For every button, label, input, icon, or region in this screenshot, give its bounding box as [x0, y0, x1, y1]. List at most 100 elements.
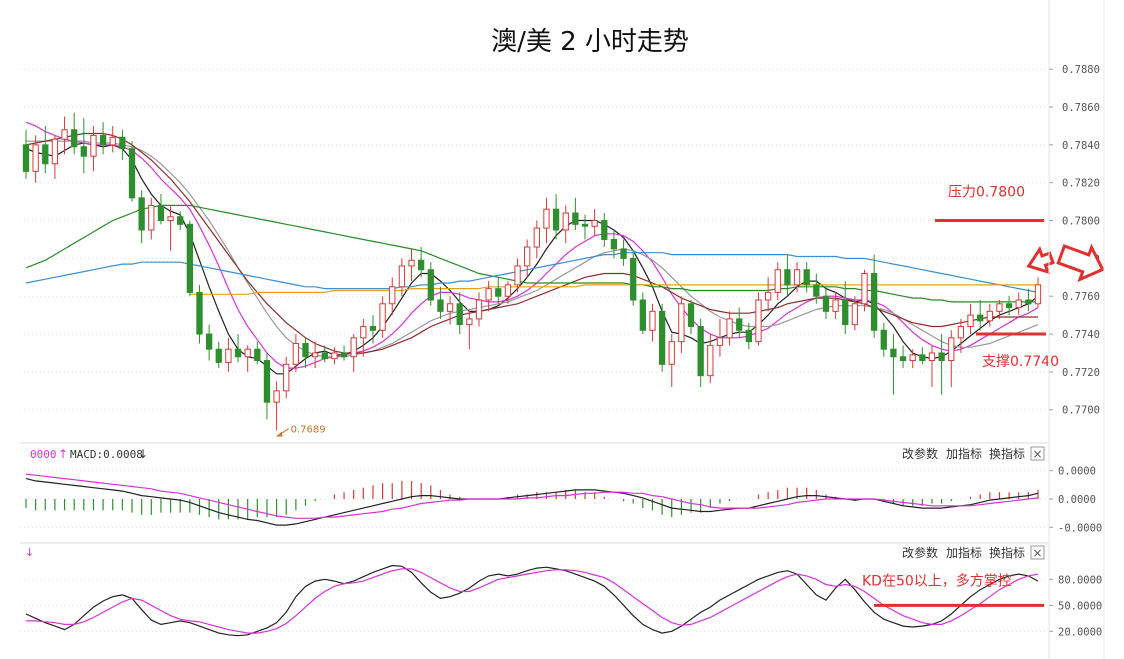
candle	[630, 250, 637, 306]
candle	[996, 300, 1003, 319]
candle	[745, 322, 753, 350]
candle-body	[379, 303, 386, 331]
candle-body	[90, 134, 97, 157]
candle-body	[205, 333, 213, 350]
candle-body	[871, 273, 878, 331]
candle	[658, 303, 666, 372]
candle	[977, 300, 984, 331]
macd-dea-line	[25, 473, 1039, 519]
candle-body	[678, 303, 685, 343]
candle-body	[581, 223, 589, 227]
up-arrow-icon	[1026, 246, 1055, 275]
candle	[51, 135, 59, 179]
candle-body	[861, 273, 868, 305]
close-icon-glyph: ×	[1032, 546, 1042, 560]
candle-body	[697, 325, 704, 377]
kd-annotation: KD在50以上，多方掌控	[862, 572, 1044, 607]
candle	[196, 284, 203, 344]
switch-indicator-button[interactable]: 换指标	[989, 446, 1025, 461]
candle	[687, 300, 695, 335]
candle	[177, 211, 184, 230]
up-arrow-icon: ↑	[58, 447, 68, 461]
switch-indicator-button[interactable]: 换指标	[989, 545, 1025, 560]
price-tick-label: 0.7740	[1062, 329, 1100, 341]
add-indicator-button[interactable]: 加指标	[946, 545, 982, 560]
moving-average-line-2	[26, 140, 1039, 358]
change-params-button[interactable]: 改参数	[902, 545, 938, 560]
candle-body	[524, 246, 531, 267]
candle-body	[292, 343, 300, 365]
candle	[871, 254, 878, 338]
candle-body	[687, 303, 695, 327]
candle-body	[764, 291, 772, 301]
candle	[360, 318, 367, 357]
candle-body	[456, 303, 463, 326]
candle-body	[572, 212, 579, 225]
macd-tick-label: 0.0000	[1058, 466, 1096, 478]
candle-body	[196, 291, 203, 335]
candle	[755, 292, 762, 346]
candle	[861, 269, 868, 312]
add-indicator-button[interactable]: 加指标	[946, 446, 982, 461]
down-arrow-icon: ↓	[138, 447, 148, 461]
chart-title: 澳/美 2 小时走势	[491, 27, 689, 57]
macd-tick-label: -0.0000	[1058, 522, 1102, 534]
candle	[99, 122, 107, 155]
candle	[456, 292, 463, 335]
candle	[880, 322, 887, 357]
macd-toolbar: 改参数 加指标 换指标 ×	[902, 446, 1045, 461]
candle-body	[793, 269, 801, 286]
right-arrow-icon	[1056, 243, 1105, 283]
candle	[408, 248, 415, 282]
change-params-button[interactable]: 改参数	[902, 446, 938, 461]
low-marker-arrow-icon	[276, 431, 283, 437]
candle-body	[967, 314, 974, 327]
candle	[514, 258, 521, 293]
support-label: 支撑0.7740	[982, 354, 1059, 370]
candle-body	[630, 257, 637, 301]
candle	[726, 311, 733, 346]
candle	[311, 341, 319, 369]
candle-body	[919, 354, 926, 362]
candle-body	[398, 265, 406, 288]
candle-body	[591, 220, 598, 227]
candle	[157, 194, 165, 225]
candle	[109, 125, 116, 153]
candle-body	[177, 216, 184, 225]
candle	[1015, 292, 1022, 316]
candle	[572, 197, 579, 230]
moving-average-line-6	[189, 284, 1038, 295]
candle-body	[369, 325, 377, 331]
candle	[22, 129, 30, 179]
candle-body	[784, 269, 791, 286]
candle-body	[745, 329, 753, 343]
down-arrow-icon: ↓	[25, 546, 34, 559]
candle-body	[148, 204, 155, 231]
candle-body	[437, 299, 444, 312]
candle-body	[552, 208, 560, 231]
candle	[716, 318, 724, 357]
candle-body	[408, 259, 415, 267]
candle	[890, 334, 897, 395]
candle-body	[822, 295, 830, 312]
candle	[822, 288, 830, 319]
candle-body	[331, 352, 338, 360]
candle-body	[32, 144, 39, 172]
candle	[552, 194, 560, 240]
candle	[254, 341, 261, 365]
moving-average-lines	[25, 121, 1039, 375]
candle-body	[707, 344, 714, 377]
candle-body	[350, 337, 357, 358]
candle-body	[832, 299, 839, 312]
macd-label: MACD:0.0008	[70, 448, 143, 461]
candle-body	[340, 352, 348, 358]
macd-lines	[25, 473, 1039, 526]
close-icon[interactable]: ×	[1030, 545, 1045, 560]
candle-body	[514, 265, 521, 286]
candle-body	[302, 343, 309, 358]
candle-body	[736, 318, 743, 331]
candle-body	[99, 134, 107, 146]
candle	[1034, 277, 1042, 308]
candle-body	[851, 303, 859, 326]
close-icon[interactable]: ×	[1030, 446, 1045, 461]
